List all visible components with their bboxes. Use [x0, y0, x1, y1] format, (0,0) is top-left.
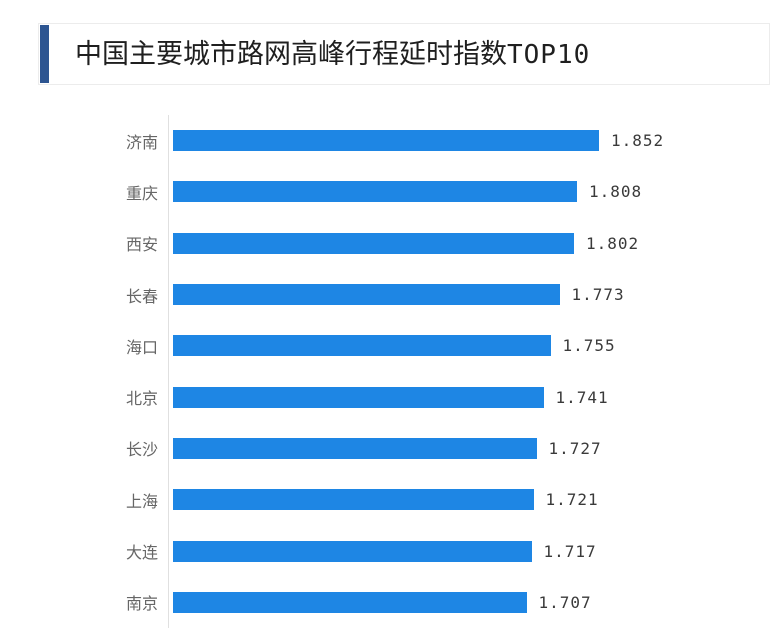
category-label: 长春 — [125, 288, 158, 306]
bar-area: 1.707 — [168, 577, 782, 628]
bar — [173, 591, 527, 613]
chart-row: 重庆 1.808 — [0, 166, 782, 217]
value-label: 1.755 — [562, 336, 616, 356]
bar — [173, 284, 560, 306]
value-label: 1.802 — [586, 233, 640, 253]
chart-row: 长春 1.773 — [0, 269, 782, 320]
title-card: 中国主要城市路网高峰行程延时指数TOP10 — [38, 23, 770, 85]
chart-row: 南京 1.707 — [0, 577, 782, 628]
page-title-suffix: TOP10 — [507, 40, 591, 70]
chart-rows: 济南 1.852 重庆 1.808 西安 1.802 长春 1.773 海口 1.755 北京 1.7… — [0, 115, 782, 628]
category-label: 长沙 — [125, 442, 158, 460]
value-label: 1.717 — [543, 541, 597, 561]
category-label: 西安 — [125, 237, 158, 255]
bar-area: 1.741 — [168, 371, 782, 422]
category-label: 大连 — [125, 545, 158, 563]
chart-row: 大连 1.717 — [0, 525, 782, 576]
category-label: 北京 — [125, 391, 158, 409]
bar-area: 1.727 — [168, 423, 782, 474]
chart-row: 北京 1.741 — [0, 371, 782, 422]
page-title-main: 中国主要城市路网高峰行程延时指数 — [75, 39, 507, 69]
bar-area: 1.802 — [168, 218, 782, 269]
value-label: 1.741 — [555, 387, 609, 407]
bar — [173, 130, 599, 152]
bar — [173, 489, 534, 511]
bar-area: 1.755 — [168, 320, 782, 371]
value-label: 1.852 — [611, 131, 665, 151]
bar-chart: 济南 1.852 重庆 1.808 西安 1.802 长春 1.773 海口 1.755 北京 1.7… — [0, 115, 782, 628]
value-label: 1.721 — [545, 490, 599, 510]
title-accent-bar — [40, 25, 49, 83]
chart-row: 海口 1.755 — [0, 320, 782, 371]
bar — [173, 437, 537, 459]
value-label: 1.707 — [538, 592, 592, 612]
category-label: 上海 — [125, 493, 158, 511]
y-axis-line — [168, 115, 169, 628]
page-title: 中国主要城市路网高峰行程延时指数TOP10 — [75, 24, 590, 84]
category-label: 南京 — [125, 596, 158, 614]
chart-row: 上海 1.721 — [0, 474, 782, 525]
bar — [173, 232, 574, 254]
bar — [173, 386, 544, 408]
chart-row: 济南 1.852 — [0, 115, 782, 166]
bar-area: 1.721 — [168, 474, 782, 525]
chart-row: 西安 1.802 — [0, 218, 782, 269]
bar-area: 1.852 — [168, 115, 782, 166]
bar — [173, 181, 577, 203]
value-label: 1.727 — [548, 438, 602, 458]
bar-area: 1.717 — [168, 525, 782, 576]
category-label: 重庆 — [125, 185, 158, 203]
value-label: 1.808 — [589, 182, 643, 202]
bar-area: 1.808 — [168, 166, 782, 217]
category-label: 海口 — [125, 339, 158, 357]
bar — [173, 540, 532, 562]
value-label: 1.773 — [571, 285, 625, 305]
bar — [173, 335, 551, 357]
chart-row: 长沙 1.727 — [0, 423, 782, 474]
category-label: 济南 — [125, 134, 158, 152]
bar-area: 1.773 — [168, 269, 782, 320]
